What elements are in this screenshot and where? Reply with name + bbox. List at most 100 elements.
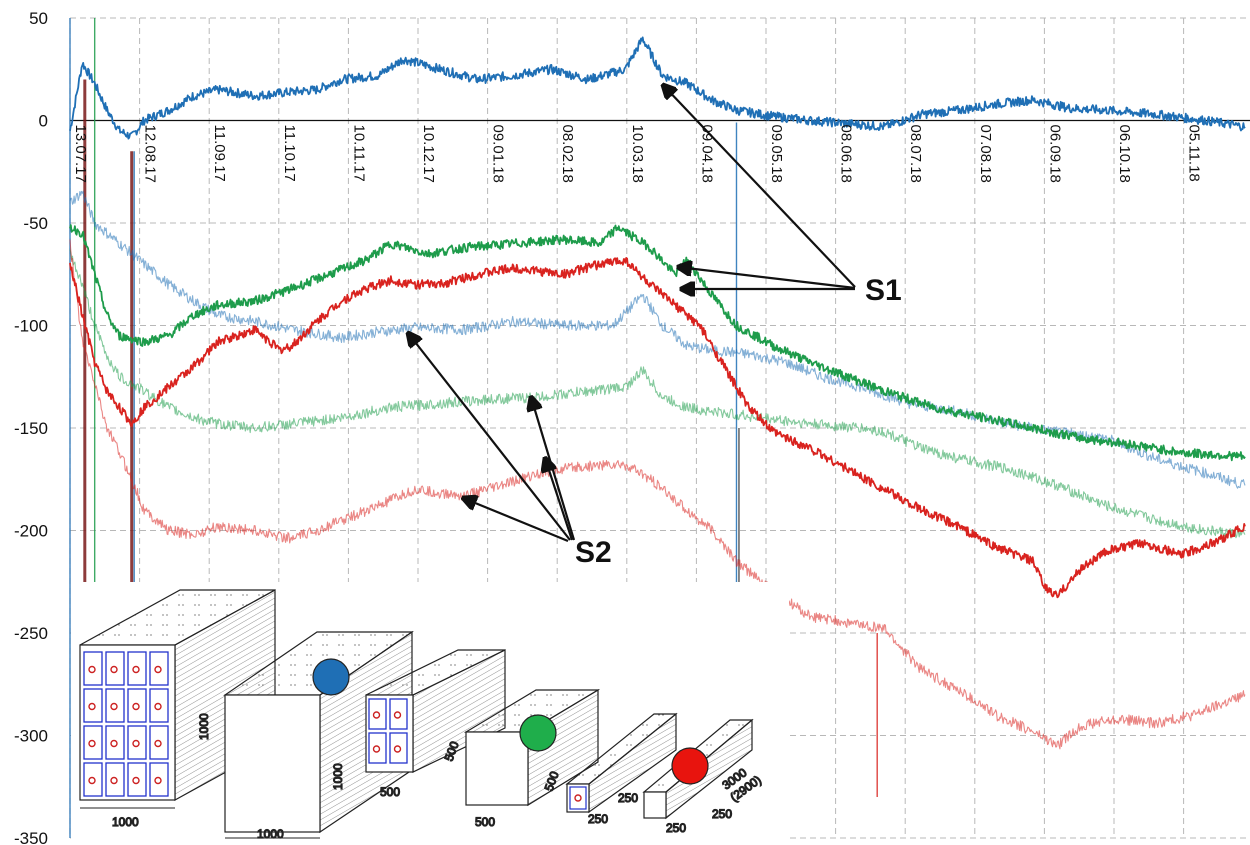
tendon-circle: [88, 665, 96, 674]
tendon-circle: [88, 776, 96, 785]
series-line-1: [69, 190, 1246, 489]
y-tick-label: 0: [39, 112, 48, 131]
tendon-square: [127, 688, 147, 723]
green-dot-marker: [519, 714, 557, 752]
s2-arrow-green-lower: [545, 458, 574, 541]
x-tick-label: 11.10.17: [281, 125, 298, 182]
tendon-circle: [88, 702, 96, 711]
x-tick-label: 13.07.17: [72, 125, 89, 183]
s1-arrow-blue: [663, 85, 856, 288]
dim-500-width-b: 500: [475, 815, 495, 829]
tendon-square: [83, 762, 103, 797]
tendon-square: [105, 725, 125, 760]
y-tick-label: -250: [14, 624, 48, 643]
tendon-square: [83, 688, 103, 723]
x-tick-label: 09.01.18: [490, 125, 507, 183]
tendon-square: [368, 732, 387, 764]
tendon-circle: [154, 665, 162, 674]
series-line-3: [69, 249, 1246, 539]
x-tick-label: 06.09.18: [1046, 125, 1063, 183]
tendon-circle: [110, 665, 118, 674]
annotation-arrows: [408, 85, 856, 543]
y-axis-ticks: 50 0 -50 -100 -150 -200 -250 -300 -350: [14, 9, 48, 845]
block-250-reinforced: 250 250: [565, 712, 678, 827]
annotation-s1: S1: [865, 274, 902, 307]
tendon-circle: [110, 776, 118, 785]
dim-250-width-a: 250: [588, 812, 608, 826]
x-tick-label: 08.07.18: [907, 125, 924, 183]
dim-1000-width-b: 1000: [257, 827, 284, 841]
x-tick-label: 09.04.18: [698, 125, 715, 183]
tendon-square: [105, 762, 125, 797]
x-tick-label: 10.11.17: [350, 125, 367, 182]
tendon-square: [389, 698, 408, 730]
tendon-circle: [393, 745, 402, 753]
tendon-square: [105, 688, 125, 723]
tendon-square: [127, 651, 147, 686]
tendon-square: [127, 762, 147, 797]
s2-arrow-blue: [408, 333, 571, 541]
tendon-square: [368, 698, 387, 730]
y-tick-label: -150: [14, 419, 48, 438]
tendon-square: [127, 725, 147, 760]
tendon-circle: [88, 739, 96, 748]
s2-arrow-green-upper: [531, 397, 576, 541]
y-tick-label: 50: [29, 9, 48, 28]
x-tick-label: 11.09.17: [211, 125, 228, 182]
tendon-circle: [154, 702, 162, 711]
specimen-inset: 1000 1000 1000 1000 500 500: [71, 582, 789, 845]
tendon-square: [149, 688, 169, 723]
blue-dot-marker: [312, 658, 350, 696]
annotation-s2: S2: [575, 536, 612, 569]
y-tick-label: -200: [14, 522, 48, 541]
red-dot-marker: [671, 747, 709, 785]
series-line-5: [69, 239, 1246, 750]
tendon-square: [389, 732, 408, 764]
x-tick-label: 08.02.18: [559, 125, 576, 183]
dim-1000-height-a: 1000: [197, 713, 211, 740]
block-500-plain: 500 500: [463, 688, 601, 830]
x-tick-label: 08.06.18: [838, 125, 855, 183]
dim-1000-height-b: 1000: [331, 763, 345, 790]
x-tick-label: 05.11.18: [1186, 125, 1203, 182]
tendon-circle: [110, 739, 118, 748]
y-tick-label: -300: [14, 727, 48, 746]
tendon-square: [149, 762, 169, 797]
block-250-plain: 3000 (2900) 250 250: [642, 718, 764, 836]
x-tick-label: 09.05.18: [768, 125, 785, 183]
tendon-circle: [132, 776, 140, 785]
dim-250-height-b: 250: [712, 807, 732, 821]
tendon-square: [83, 725, 103, 760]
x-tick-label: 10.12.17: [420, 125, 437, 183]
series-line-4: [69, 257, 1246, 599]
tendon-square: [105, 651, 125, 686]
s2-arrow-red: [463, 498, 569, 543]
dim-250-height-a: 250: [618, 791, 638, 805]
x-tick-label: 12.08.17: [142, 125, 159, 183]
x-tick-label: 07.08.18: [977, 125, 994, 183]
y-tick-label: -100: [14, 317, 48, 336]
tendon-square: [149, 725, 169, 760]
tendon-circle: [372, 711, 381, 719]
x-tick-label: 06.10.18: [1116, 125, 1133, 183]
tendon-circle: [372, 745, 381, 753]
tendon-circle: [132, 702, 140, 711]
tendon-square: [149, 651, 169, 686]
x-tick-label: 10.03.18: [629, 125, 646, 183]
dim-250-width-b: 250: [666, 821, 686, 835]
tendon-circle: [132, 739, 140, 748]
block-1000-plain: 1000 1000: [223, 630, 414, 842]
series-group: [69, 36, 1246, 750]
tendon-circle: [393, 711, 402, 719]
y-tick-label: -50: [23, 214, 48, 233]
dim-1000-width-a: 1000: [112, 815, 139, 829]
series-line-2: [69, 224, 1246, 462]
s1-arrow-green: [678, 267, 856, 290]
y-tick-label: -350: [14, 829, 48, 845]
series-line-0: [69, 36, 1246, 140]
tendon-circle: [110, 702, 118, 711]
x-axis-ticks: 13.07.17 12.08.17 11.09.17 11.10.17 10.11.17…: [72, 125, 1203, 183]
tendon-circle: [154, 776, 162, 785]
tendon-square: [83, 651, 103, 686]
